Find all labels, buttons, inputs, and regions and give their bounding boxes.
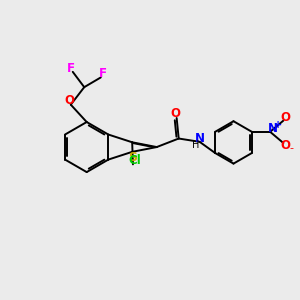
Text: -: - <box>290 143 294 153</box>
Text: O: O <box>64 94 74 107</box>
Text: H: H <box>192 140 200 150</box>
Text: Cl: Cl <box>128 154 141 167</box>
Text: O: O <box>281 140 291 152</box>
Text: S: S <box>128 151 137 164</box>
Text: N: N <box>195 132 205 145</box>
Text: +: + <box>274 120 282 130</box>
Text: F: F <box>66 62 74 75</box>
Text: N: N <box>268 122 278 135</box>
Text: O: O <box>170 107 180 120</box>
Text: O: O <box>281 111 291 124</box>
Text: F: F <box>99 68 107 80</box>
